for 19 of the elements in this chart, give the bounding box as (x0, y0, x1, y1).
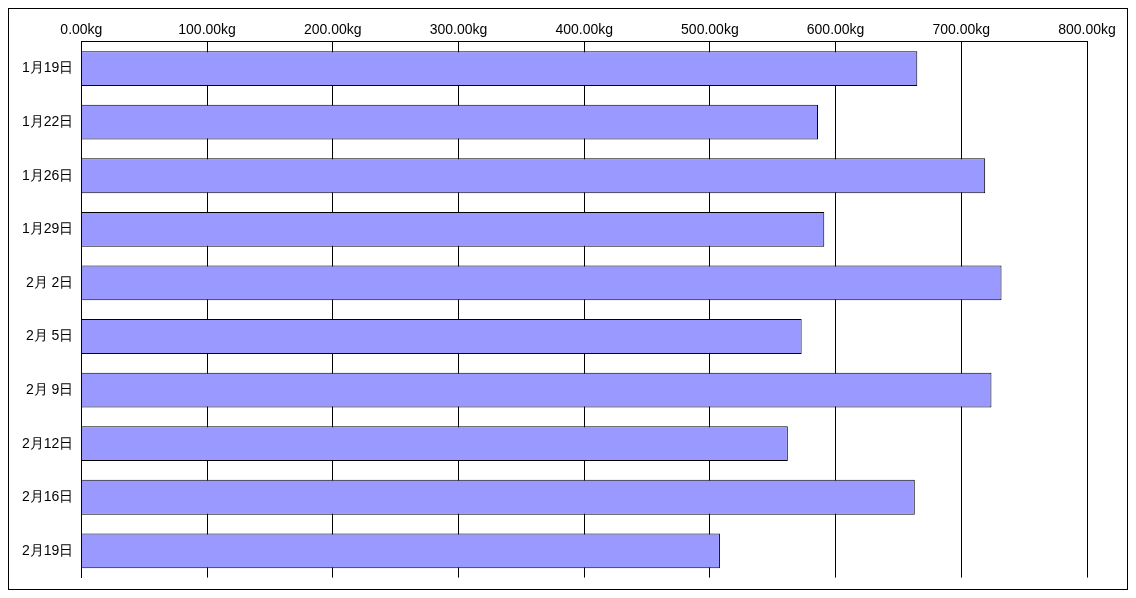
y-tick-label: 2月16日 (22, 488, 74, 505)
x-tick-label: 300.00kg (429, 21, 488, 38)
y-tick-label: 1月22日 (22, 113, 74, 130)
x-tick-label: 200.00kg (303, 21, 362, 38)
x-tick-label: 400.00kg (555, 21, 613, 38)
y-tick-label: 2月 5日 (25, 327, 74, 344)
x-tick-label: 600.00kg (806, 21, 865, 38)
y-tick-label: 2月 2日 (25, 273, 74, 290)
x-tick-label: 100.00kg (178, 21, 236, 38)
x-tick-label: 0.00kg (60, 21, 103, 38)
y-tick-label: 1月19日 (22, 59, 74, 76)
y-tick-label: 2月12日 (22, 434, 74, 451)
x-tick-label: 800.00kg (1058, 21, 1116, 38)
y-tick-label: 1月26日 (22, 166, 74, 183)
x-tick-label: 700.00kg (932, 21, 991, 38)
y-tick-label: 2月19日 (22, 541, 74, 558)
y-tick-label: 2月 9日 (25, 380, 74, 397)
x-tick-label: 500.00kg (681, 21, 739, 38)
y-tick-label: 1月29日 (22, 220, 74, 237)
